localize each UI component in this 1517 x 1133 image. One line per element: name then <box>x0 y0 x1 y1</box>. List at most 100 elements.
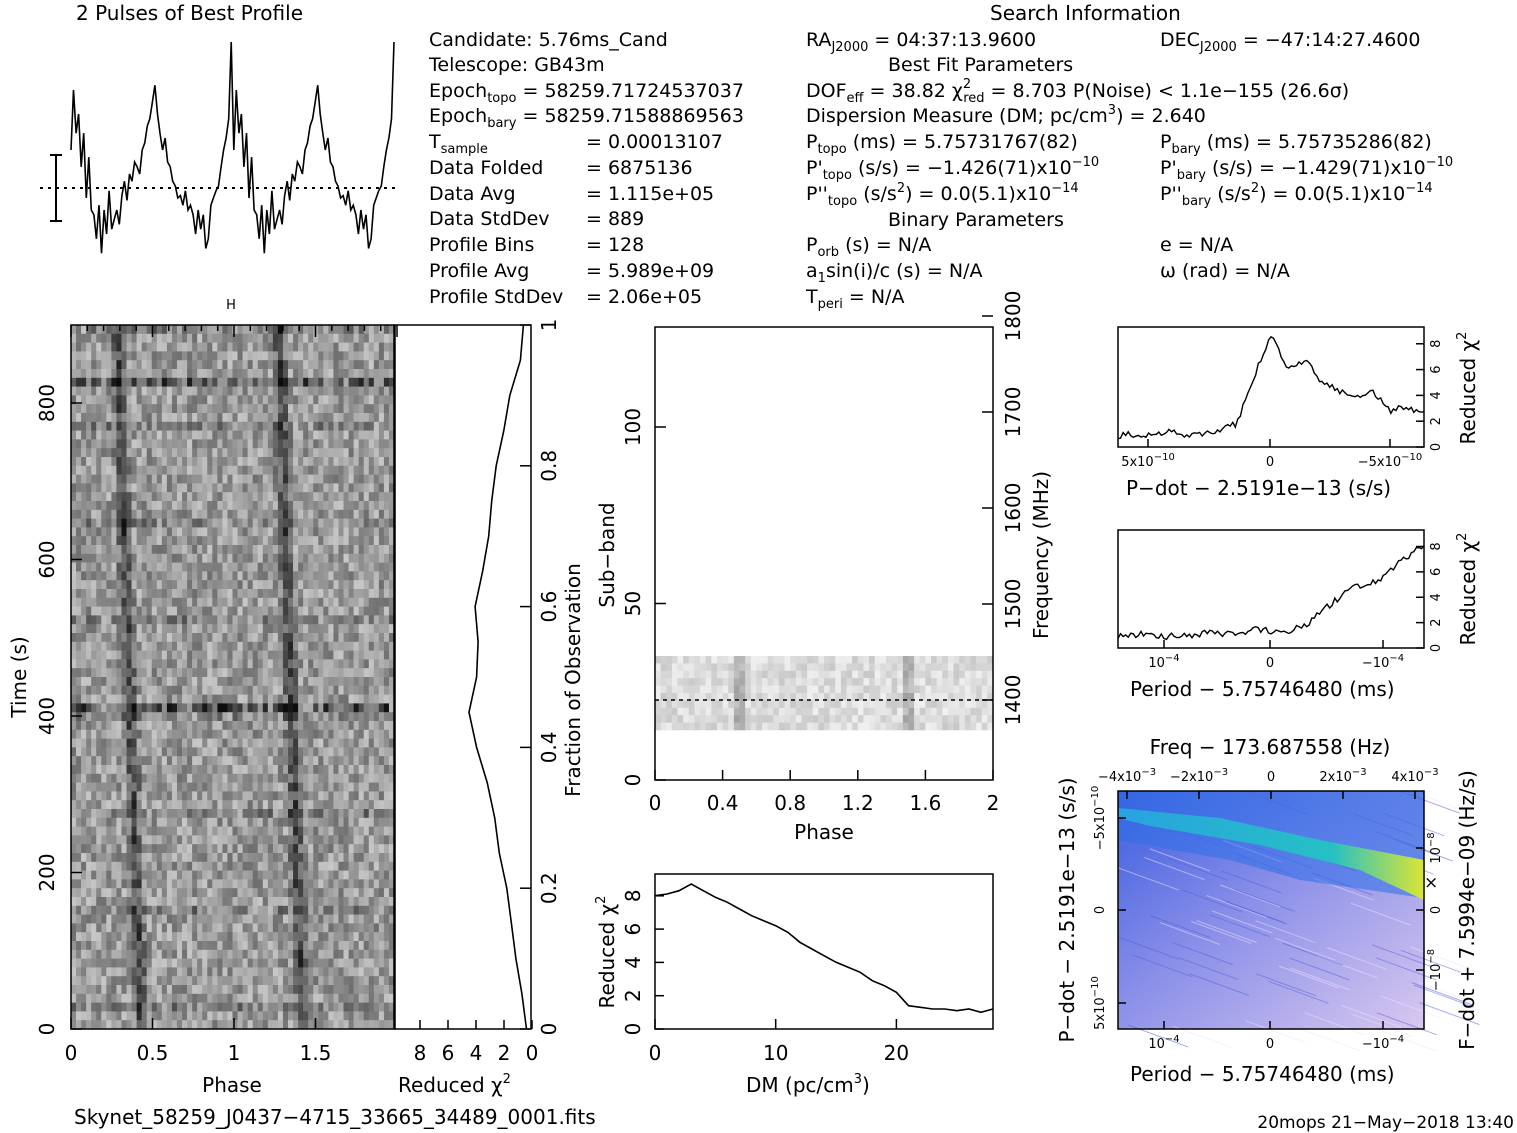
time-phase-cell <box>323 958 329 968</box>
time-phase-cell <box>328 738 334 748</box>
time-phase-cell <box>313 949 319 959</box>
time-phase-cell <box>111 650 117 660</box>
time-phase-cell <box>232 791 238 801</box>
time-phase-cell <box>192 888 198 898</box>
time-phase-cell <box>71 853 77 863</box>
time-phase-cell <box>277 861 284 871</box>
time-phase-cell <box>171 325 178 335</box>
time-phase-cell <box>293 641 299 651</box>
time-phase-cell <box>76 518 82 528</box>
time-phase-cell <box>308 685 314 695</box>
time-phase-cell <box>76 809 82 819</box>
time-phase-cell <box>71 509 77 519</box>
time-phase-cell <box>262 439 269 449</box>
time-phase-cell <box>217 853 223 863</box>
time-phase-cell <box>227 835 233 845</box>
time-phase-cell <box>358 677 365 687</box>
time-phase-cell <box>166 861 173 871</box>
time-phase-cell <box>373 747 380 757</box>
time-phase-cell <box>298 421 304 431</box>
time-phase-cell <box>136 932 142 942</box>
time-phase-cell <box>368 395 375 405</box>
time-phase-cell <box>101 712 107 722</box>
time-phase-cell <box>267 958 274 968</box>
time-phase-cell <box>333 421 339 431</box>
time-phase-cell <box>71 738 77 748</box>
time-phase-cell <box>76 879 82 889</box>
time-phase-cell <box>328 853 334 863</box>
time-phase-cell <box>313 413 319 423</box>
time-phase-cell <box>298 861 304 871</box>
time-phase-cell <box>348 773 354 783</box>
time-phase-cell <box>76 562 82 572</box>
time-phase-cell <box>146 369 153 379</box>
time-phase-cell <box>333 853 339 863</box>
time-phase-cell <box>363 809 370 819</box>
time-phase-cell <box>227 351 233 361</box>
time-phase-cell <box>71 905 77 915</box>
time-phase-cell <box>146 844 153 854</box>
time-phase-cell <box>313 765 319 775</box>
time-phase-cell <box>222 985 228 995</box>
time-phase-cell <box>121 932 127 942</box>
time-phase-cell <box>333 571 339 581</box>
time-phase-cell <box>303 404 309 414</box>
time-phase-cell <box>146 976 153 986</box>
time-phase-cell <box>333 729 339 739</box>
time-phase-cell <box>156 985 163 995</box>
time-phase-cell <box>328 553 334 563</box>
time-phase-cell <box>101 641 107 651</box>
time-phase-cell <box>257 888 264 898</box>
time-phase-cell <box>182 773 188 783</box>
time-phase-cell <box>106 404 112 414</box>
time-phase-cell <box>202 562 208 572</box>
time-phase-cell <box>363 932 370 942</box>
time-phase-cell <box>187 905 193 915</box>
time-phase-cell <box>106 826 112 836</box>
time-phase-cell <box>227 668 233 678</box>
time-phase-cell <box>242 976 248 986</box>
time-phase-cell <box>358 993 365 1003</box>
time-phase-cell <box>388 509 395 519</box>
time-phase-cell <box>343 826 349 836</box>
time-phase-cell <box>373 976 380 986</box>
time-phase-cell <box>343 765 349 775</box>
time-phase-cell <box>151 448 158 458</box>
time-phase-cell <box>151 474 158 484</box>
time-phase-cell <box>378 536 385 546</box>
time-phase-cell <box>121 914 127 924</box>
time-phase-cell <box>227 712 233 722</box>
time-phase-cell <box>378 509 385 519</box>
time-phase-cell <box>207 509 213 519</box>
time-phase-cell <box>222 580 228 590</box>
time-phase-cell <box>333 413 339 423</box>
time-phase-cell <box>121 536 127 546</box>
time-phase-cell <box>353 333 359 343</box>
time-phase-cell <box>126 659 132 669</box>
time-phase-cell <box>288 879 294 889</box>
time-phase-cell <box>76 835 82 845</box>
time-phase-cell <box>101 949 107 959</box>
time-phase-cell <box>151 976 158 986</box>
time-phase-cell <box>81 404 87 414</box>
time-phase-cell <box>313 756 319 766</box>
time-phase-cell <box>363 465 370 475</box>
time-phase-cell <box>187 791 193 801</box>
time-phase-cell <box>151 765 158 775</box>
time-phase-cell <box>156 729 163 739</box>
time-phase-cell <box>383 694 390 704</box>
time-phase-cell <box>363 404 370 414</box>
time-phase-cell <box>308 677 314 687</box>
time-phase-cell <box>71 985 77 995</box>
time-phase-cell <box>298 580 304 590</box>
time-phase-cell <box>383 597 390 607</box>
time-phase-cell <box>373 580 380 590</box>
time-phase-cell <box>141 932 148 942</box>
time-phase-cell <box>86 721 92 731</box>
time-phase-cell <box>192 404 198 414</box>
time-phase-cell <box>86 545 92 555</box>
time-phase-cell <box>187 457 193 467</box>
time-phase-cell <box>106 712 112 722</box>
time-phase-cell <box>91 325 97 335</box>
time-phase-cell <box>71 729 77 739</box>
